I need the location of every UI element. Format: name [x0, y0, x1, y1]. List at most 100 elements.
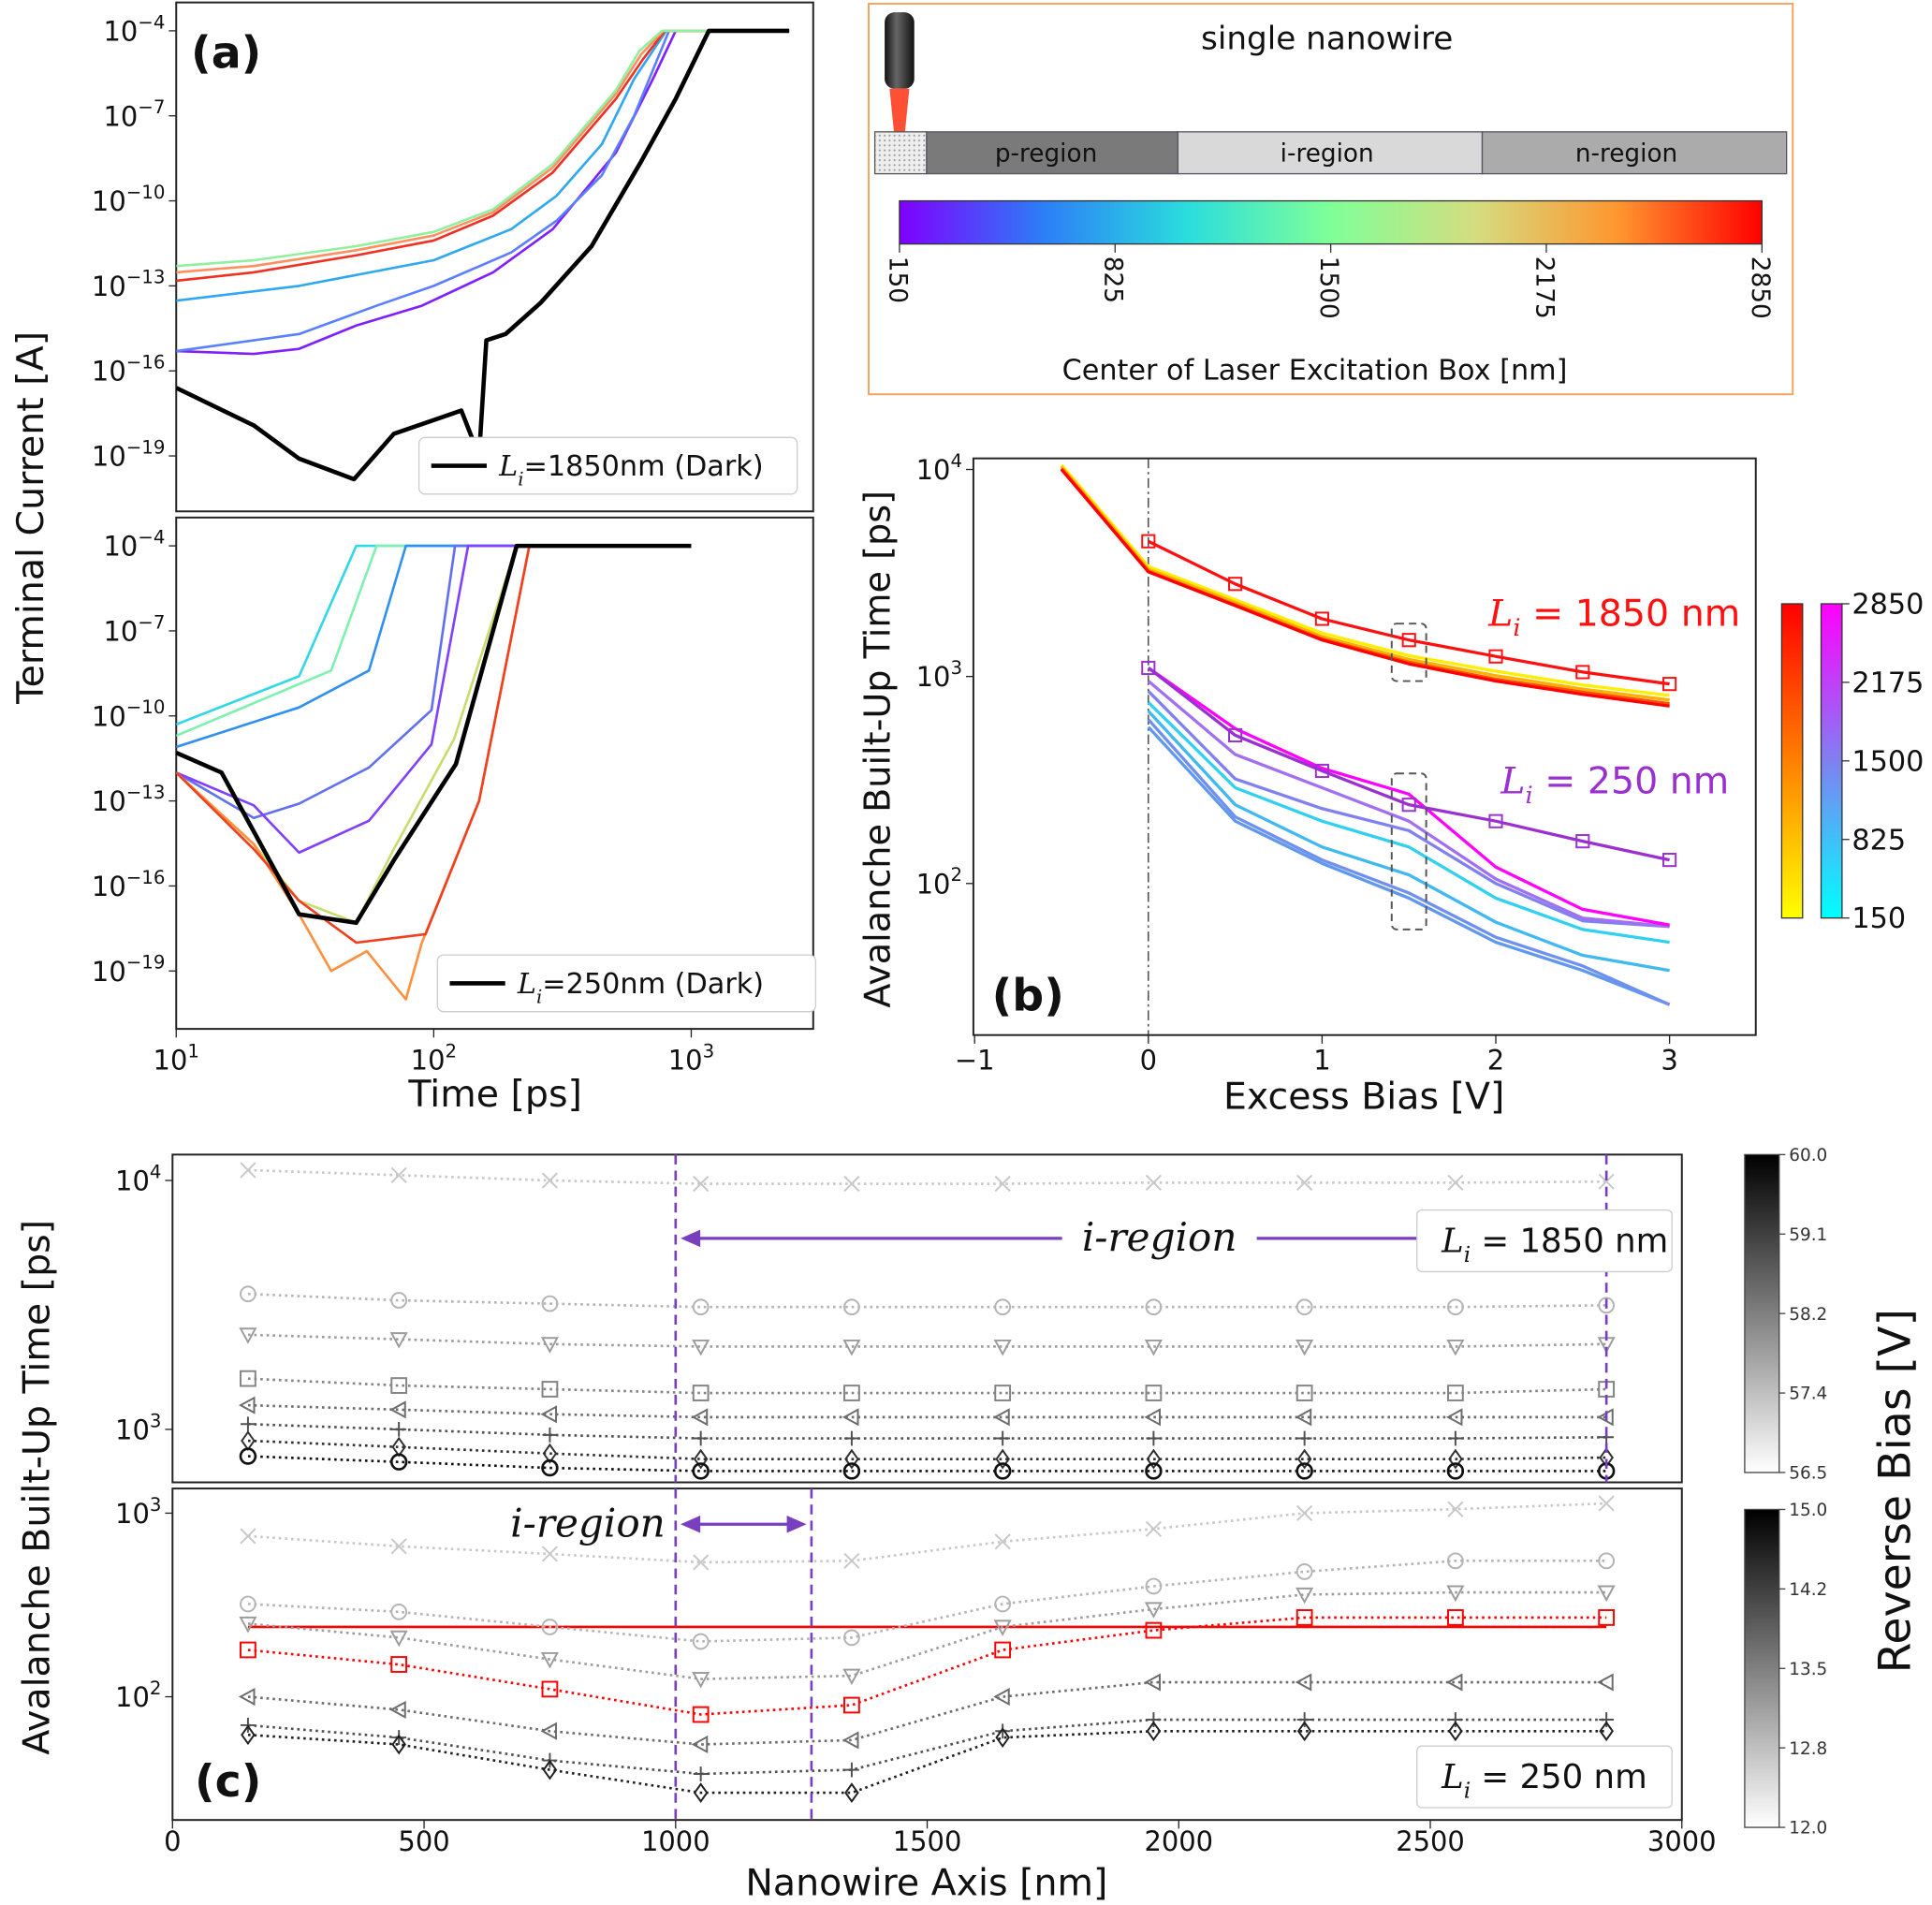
i-region-label: i-region — [1281, 139, 1374, 168]
a-xlabel: Time [ps] — [407, 1073, 582, 1116]
circle-marker — [692, 1633, 710, 1650]
series-line — [247, 1403, 1607, 1419]
legend-label: Li=250nm (Dark) — [517, 968, 764, 1008]
series-line — [1148, 539, 1670, 686]
octagon-marker — [389, 1453, 408, 1471]
y-tick-label: 10−19 — [92, 436, 165, 472]
diamond-marker — [1296, 1721, 1312, 1742]
square-marker — [692, 1385, 710, 1401]
axes-b — [972, 457, 1757, 1036]
colorbar-1850 — [1780, 603, 1804, 919]
plus-marker — [844, 1762, 859, 1778]
inset-colorbar-label: Center of Laser Excitation Box [nm] — [1062, 354, 1568, 387]
y-tick-label: 10−7 — [103, 611, 165, 647]
x-marker — [541, 1546, 559, 1562]
diamond-marker — [1146, 1721, 1162, 1742]
series-line — [1060, 467, 1670, 706]
square-marker — [1488, 813, 1503, 828]
series-line — [176, 29, 790, 356]
colorbar-reverse-bias-1850 — [1744, 1153, 1780, 1473]
panel-label-b: (b) — [992, 970, 1064, 1021]
a-ylabel: Terminal Current [A] — [9, 331, 52, 705]
square-marker — [390, 1656, 408, 1673]
square-marker — [1295, 1609, 1313, 1626]
x-marker — [1145, 1520, 1163, 1537]
series-line — [176, 543, 692, 926]
octagon-marker — [692, 1462, 710, 1480]
triangle-left-marker — [993, 1687, 1010, 1707]
colorbar-tick-label: 59.1 — [1789, 1225, 1827, 1245]
x-marker — [994, 1533, 1011, 1550]
arrowhead — [681, 1516, 701, 1533]
i-region — [1177, 131, 1484, 175]
square-marker — [1662, 853, 1677, 868]
triangle-down-marker — [692, 1339, 710, 1356]
inset-tick-label: 2175 — [1530, 256, 1558, 319]
diamond-marker — [1448, 1721, 1463, 1742]
diamond-marker — [542, 1443, 558, 1464]
triangle-down-marker — [540, 1337, 559, 1354]
series-line — [176, 29, 790, 268]
square-marker — [240, 1370, 256, 1387]
legend-label: Li=1850nm (Dark) — [498, 450, 764, 491]
x-marker — [693, 1554, 710, 1571]
circle-marker — [1295, 1298, 1313, 1316]
diamond-marker — [1599, 1721, 1614, 1742]
plus-marker — [1296, 1712, 1312, 1727]
series-line — [1147, 701, 1670, 945]
square-marker — [994, 1385, 1012, 1401]
panel-label-a: (a) — [191, 27, 261, 79]
series-line — [1147, 718, 1671, 1006]
octagon-marker — [239, 1447, 257, 1465]
series-line — [247, 1718, 1607, 1776]
square-marker — [1314, 611, 1329, 626]
triangle-left-marker — [1597, 1673, 1614, 1692]
colorbar-tick-label: 56.5 — [1789, 1464, 1827, 1484]
colorbar-tick-label: 14.2 — [1789, 1580, 1827, 1600]
diamond-marker — [241, 1430, 256, 1451]
x-tick-label: 1000 — [641, 1825, 710, 1857]
square-marker — [1488, 649, 1503, 664]
circle-marker — [541, 1619, 559, 1635]
x-marker — [240, 1528, 256, 1545]
legend-box — [417, 436, 798, 495]
series-line — [247, 1333, 1607, 1348]
series-line — [1060, 463, 1670, 697]
plus-marker — [844, 1430, 859, 1446]
colorbar-250 — [1820, 603, 1843, 919]
panel-label-c: (c) — [195, 1756, 261, 1808]
series-line — [247, 1502, 1607, 1564]
axes-a-bottom — [175, 516, 814, 1031]
triangle-down-marker — [692, 1671, 710, 1689]
series-line — [176, 544, 692, 945]
x-tick-label: 500 — [398, 1825, 449, 1857]
series-line — [176, 544, 692, 820]
square-marker — [1141, 660, 1156, 676]
circle-marker — [1145, 1577, 1163, 1595]
diamond-marker — [1448, 1448, 1463, 1470]
circle-marker — [1295, 1563, 1313, 1580]
diamond-marker — [844, 1782, 859, 1804]
circle-marker — [240, 1285, 256, 1303]
colorbar-tick-label: 1500 — [1852, 745, 1924, 778]
x-marker — [390, 1166, 407, 1183]
triangle-down-marker — [1446, 1339, 1465, 1356]
triangle-down-marker — [1295, 1339, 1314, 1356]
octagon-marker — [1145, 1462, 1163, 1480]
i-region-label: i-region — [510, 1500, 666, 1546]
square-marker — [1228, 727, 1243, 743]
x-marker — [1296, 1174, 1313, 1191]
x-tick-label: 3000 — [1647, 1825, 1717, 1857]
octagon-marker — [1446, 1462, 1465, 1480]
circle-marker — [1447, 1552, 1464, 1570]
square-marker — [1141, 534, 1156, 549]
series-line — [247, 1439, 1607, 1460]
x-marker — [1598, 1495, 1615, 1512]
square-marker — [1575, 834, 1590, 849]
triangle-down-marker — [1597, 1585, 1616, 1603]
x-tick-label: 1500 — [893, 1825, 962, 1857]
triangle-left-marker — [842, 1408, 859, 1427]
triangle-left-marker — [238, 1396, 256, 1414]
diamond-marker — [1296, 1448, 1312, 1470]
triangle-left-marker — [1144, 1673, 1161, 1692]
